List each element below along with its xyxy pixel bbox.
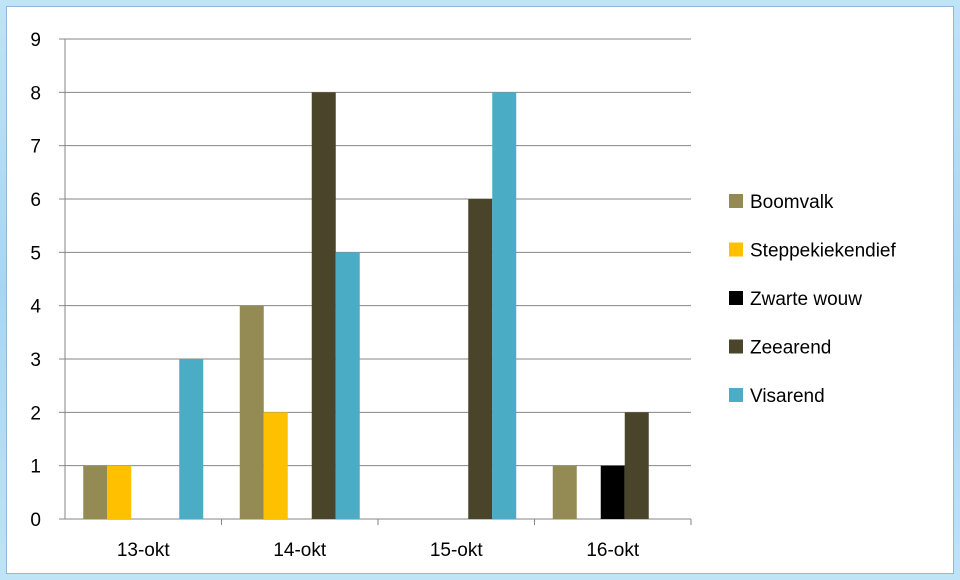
- bar-visarend-14-okt: [335, 252, 360, 520]
- y-tick-label: 9: [30, 30, 41, 51]
- y-tick-labels: 0 1 2 3 4 5 6 7 8 9: [30, 30, 41, 531]
- bar-steppekiekendief-14-okt: [263, 412, 288, 519]
- bar-zwarte-wouw-16-okt: [600, 465, 625, 519]
- y-tick-label: 4: [30, 297, 41, 318]
- legend-label: Boomvalk: [750, 192, 834, 213]
- legend-swatch: [729, 291, 743, 305]
- x-tick-labels: 13-okt 14-okt 15-okt 16-okt: [117, 540, 640, 561]
- axes: [59, 38, 692, 525]
- legend: Boomvalk Steppekiekendief Zwarte wouw Zeear…: [729, 192, 896, 407]
- legend-label: Zwarte wouw: [750, 289, 862, 310]
- bar-zeearend-16-okt: [624, 412, 649, 519]
- bars: [83, 92, 649, 520]
- bar-chart: 0 1 2 3 4 5 6 7 8 9 13-okt 14-okt 15-okt 16-okt Boom…: [30, 30, 896, 561]
- x-tick-label: 15-okt: [430, 540, 484, 561]
- legend-label: Visarend: [750, 386, 825, 407]
- y-tick-label: 3: [30, 350, 41, 371]
- bar-zeearend-15-okt: [468, 199, 493, 519]
- bar-visarend-13-okt: [179, 359, 204, 519]
- y-tick-label: 5: [30, 243, 41, 264]
- bar-boomvalk-13-okt: [83, 465, 108, 519]
- y-tick-label: 6: [30, 190, 41, 211]
- bar-steppekiekendief-13-okt: [107, 465, 132, 519]
- legend-swatch: [729, 339, 743, 354]
- y-tick-label: 7: [30, 137, 41, 158]
- legend-label: Zeearend: [750, 338, 831, 359]
- x-tick-label: 14-okt: [273, 540, 327, 561]
- legend-swatch: [729, 194, 743, 208]
- y-tick-label: 0: [30, 510, 41, 531]
- x-tick-label: 16-okt: [586, 540, 640, 561]
- bar-boomvalk-14-okt: [239, 305, 264, 519]
- legend-swatch: [729, 242, 743, 257]
- legend-label: Steppekiekendief: [750, 241, 896, 262]
- chart-frame: 0 1 2 3 4 5 6 7 8 9 13-okt 14-okt 15-okt 16-okt Boom…: [6, 6, 954, 574]
- bar-visarend-15-okt: [492, 92, 517, 519]
- gridlines: [65, 38, 691, 467]
- bar-zeearend-14-okt: [311, 92, 336, 519]
- legend-swatch: [729, 388, 743, 402]
- bar-boomvalk-16-okt: [552, 465, 577, 519]
- y-tick-label: 1: [30, 457, 41, 478]
- x-tick-label: 13-okt: [117, 540, 171, 561]
- y-tick-label: 8: [30, 83, 41, 104]
- y-tick-label: 2: [30, 403, 41, 424]
